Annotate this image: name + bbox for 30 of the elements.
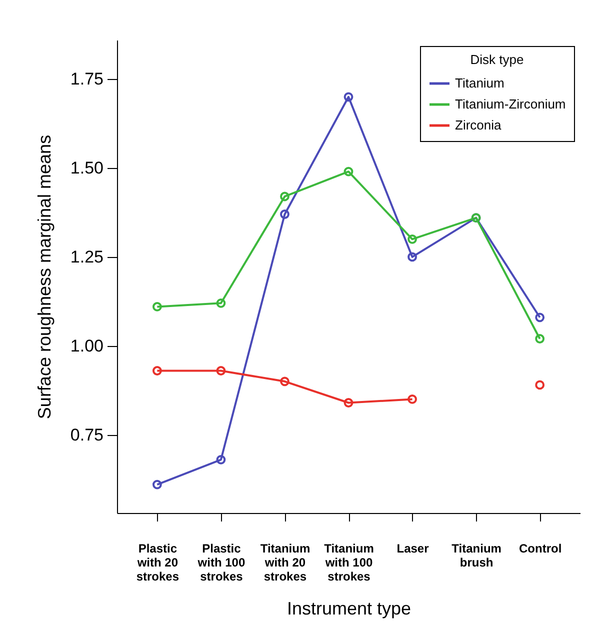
- point: [408, 234, 417, 244]
- point: [280, 192, 290, 202]
- point: [408, 252, 417, 262]
- y-tick-label: 0.75: [70, 425, 104, 444]
- x-tick-label: Titanium brush: [452, 542, 502, 570]
- y-tick-label: 1.50: [70, 158, 104, 178]
- point: [408, 394, 417, 404]
- point: [216, 454, 226, 464]
- point: [280, 376, 290, 386]
- legend-label: Titanium-Zirconium: [455, 96, 566, 112]
- legend-title: Disk type: [470, 52, 524, 67]
- point: [216, 298, 226, 308]
- x-tick-label: Control: [518, 542, 562, 556]
- point: [344, 166, 354, 176]
- legend-label: Zirconia: [455, 118, 502, 132]
- point: [216, 366, 226, 376]
- x-tick-label: Titanium with 100 strokes: [324, 542, 374, 584]
- point: [280, 210, 290, 219]
- y-tick-label: 1.75: [70, 70, 104, 89]
- legend-label: Titanium: [455, 76, 504, 90]
- x-axis-title: Instrument type: [286, 598, 412, 618]
- y-axis-title: Surface roughness marginal means: [34, 134, 54, 420]
- x-tick-label: Plastic with 100 strokes: [196, 542, 246, 584]
- x-tick-label: Laser: [396, 542, 430, 556]
- point: [344, 398, 354, 408]
- y-tick-label: 1.25: [70, 247, 104, 266]
- y-tick-label: 1.00: [70, 336, 104, 356]
- x-tick-label: Plastic with 20 strokes: [136, 542, 180, 584]
- x-tick-label: Titanium with 20 strokes: [260, 542, 310, 584]
- point: [344, 92, 354, 102]
